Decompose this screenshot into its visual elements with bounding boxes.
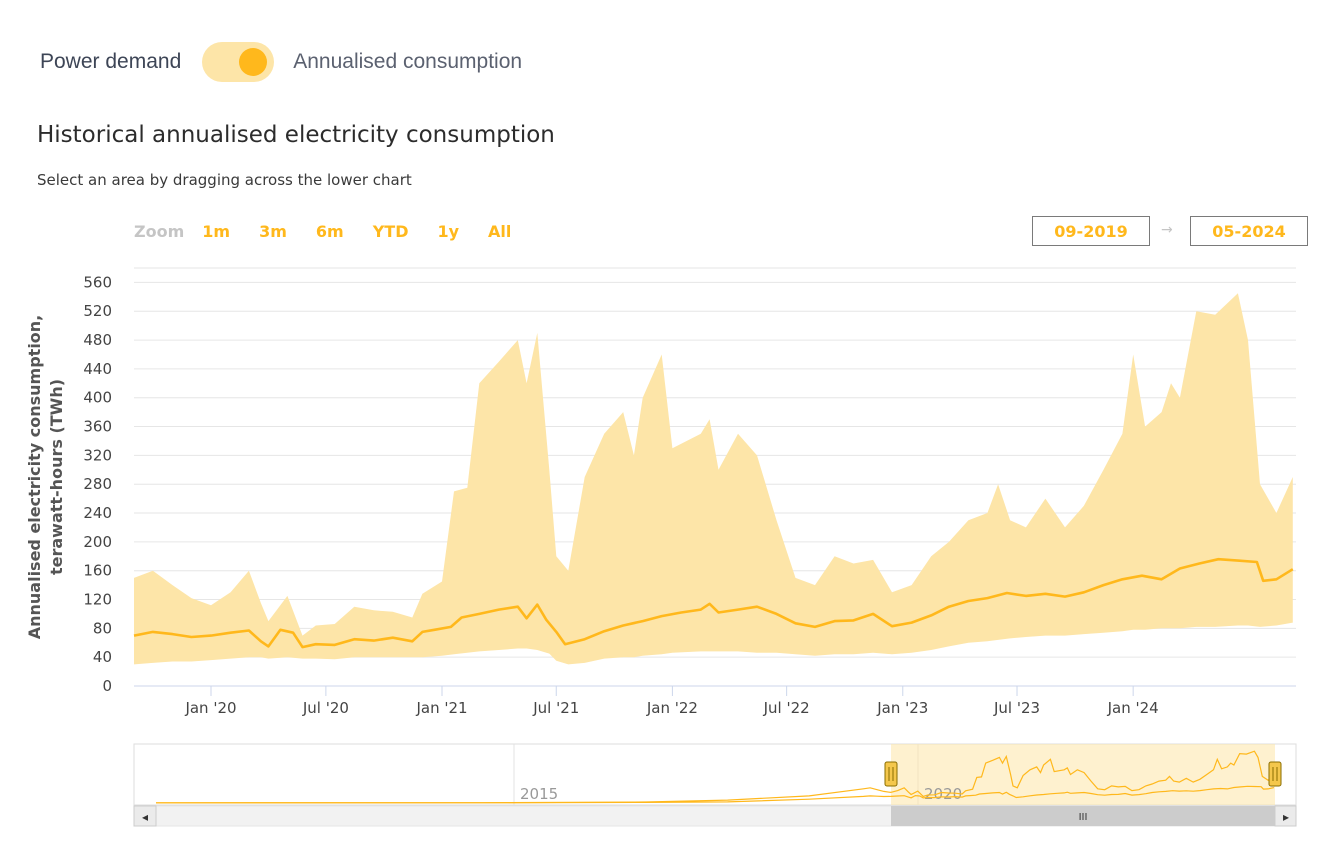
y-tick-label: 520 (83, 302, 112, 320)
range-button-3m[interactable]: 3m (259, 222, 287, 241)
x-tick-label: Jan '20 (184, 699, 236, 717)
y-tick-label: 280 (83, 475, 112, 493)
mode-toggle-switch[interactable] (202, 42, 275, 82)
date-to-input[interactable]: 05-2024 (1190, 216, 1308, 246)
y-tick-label: 320 (83, 446, 112, 464)
x-tick-label: Jul '23 (993, 699, 1040, 717)
y-tick-label: 80 (93, 619, 112, 637)
scroll-left-icon: ◂ (142, 810, 148, 824)
y-tick-label: 360 (83, 418, 112, 436)
scroll-right-icon: ▸ (1283, 810, 1289, 824)
y-axis-title-line1: Annualised electricity consumption, (25, 315, 44, 640)
range-button-ytd[interactable]: YTD (372, 222, 409, 241)
x-tick-label: Jul '20 (302, 699, 349, 717)
x-axis: Jan '20 Jul '20 Jan '21 Jul '21 Jan '22 Jul '… (134, 685, 1296, 717)
navigator-label-2015: 2015 (520, 785, 558, 803)
y-tick-label: 240 (83, 504, 112, 522)
toggle-knob (239, 48, 268, 76)
navigator-upper-line (155, 750, 1275, 804)
scroll-right-button[interactable] (1274, 805, 1297, 827)
y-tick-label: 40 (93, 648, 112, 666)
chart-subtitle: Select an area by dragging across the lo… (37, 171, 412, 189)
mode-toggle: Power demand Annualised consumption (40, 40, 522, 84)
navigator-right-handle[interactable] (1268, 761, 1282, 787)
plot-area[interactable] (133, 293, 1294, 665)
y-tick-label: 160 (83, 562, 112, 580)
navigator-selection[interactable] (891, 744, 1275, 805)
range-button-1m[interactable]: 1m (202, 222, 231, 241)
date-from-input[interactable]: 09-2019 (1032, 216, 1150, 246)
x-tick-label: Jan '24 (1107, 699, 1159, 717)
y-tick-label: 400 (83, 389, 112, 407)
power-demand-label[interactable]: Power demand (40, 50, 182, 73)
x-tick-label: Jul '21 (532, 699, 579, 717)
x-tick-label: Jan '22 (646, 699, 698, 717)
range-band (134, 293, 1293, 665)
y-axis: 0 40 80 120 160 200 240 280 320 360 400 440 480 520 56… (83, 273, 112, 695)
range-button-1y[interactable]: 1y (437, 222, 460, 241)
y-tick-label: 200 (83, 533, 112, 551)
y-tick-label: 480 (83, 331, 112, 349)
estimate-line (133, 557, 1294, 649)
chart-title: Historical annualised electricity consum… (37, 122, 555, 148)
scrollbar-grip-icon: III (1079, 812, 1088, 823)
date-arrow: → (1161, 222, 1173, 238)
range-selector: Zoom 1m 3m 6m YTD 1y All (134, 222, 540, 241)
navigator[interactable]: 2015 2020 (133, 743, 1297, 806)
navigator-label-2020: 2020 (924, 785, 962, 803)
x-tick-label: Jan '21 (415, 699, 467, 717)
scrollbar[interactable]: ◂ III ▸ (133, 805, 1297, 827)
y-tick-label: 120 (83, 591, 112, 609)
y-axis-title-line2: terawatt-hours (TWh) (47, 379, 66, 575)
y-tick-label: 440 (83, 360, 112, 378)
scrollbar-thumb[interactable] (891, 806, 1275, 826)
navigator-left-handle[interactable] (884, 761, 898, 787)
scroll-left-button[interactable] (133, 805, 157, 827)
range-button-all[interactable]: All (488, 222, 512, 241)
x-tick-label: Jul '22 (763, 699, 810, 717)
zoom-label: Zoom (134, 222, 185, 241)
y-tick-label: 0 (102, 677, 112, 695)
annualised-consumption-label[interactable]: Annualised consumption (293, 50, 523, 73)
range-button-6m[interactable]: 6m (315, 222, 344, 241)
y-tick-label: 560 (83, 273, 112, 291)
x-tick-label: Jan '23 (876, 699, 928, 717)
navigator-lower-line (155, 785, 1275, 804)
